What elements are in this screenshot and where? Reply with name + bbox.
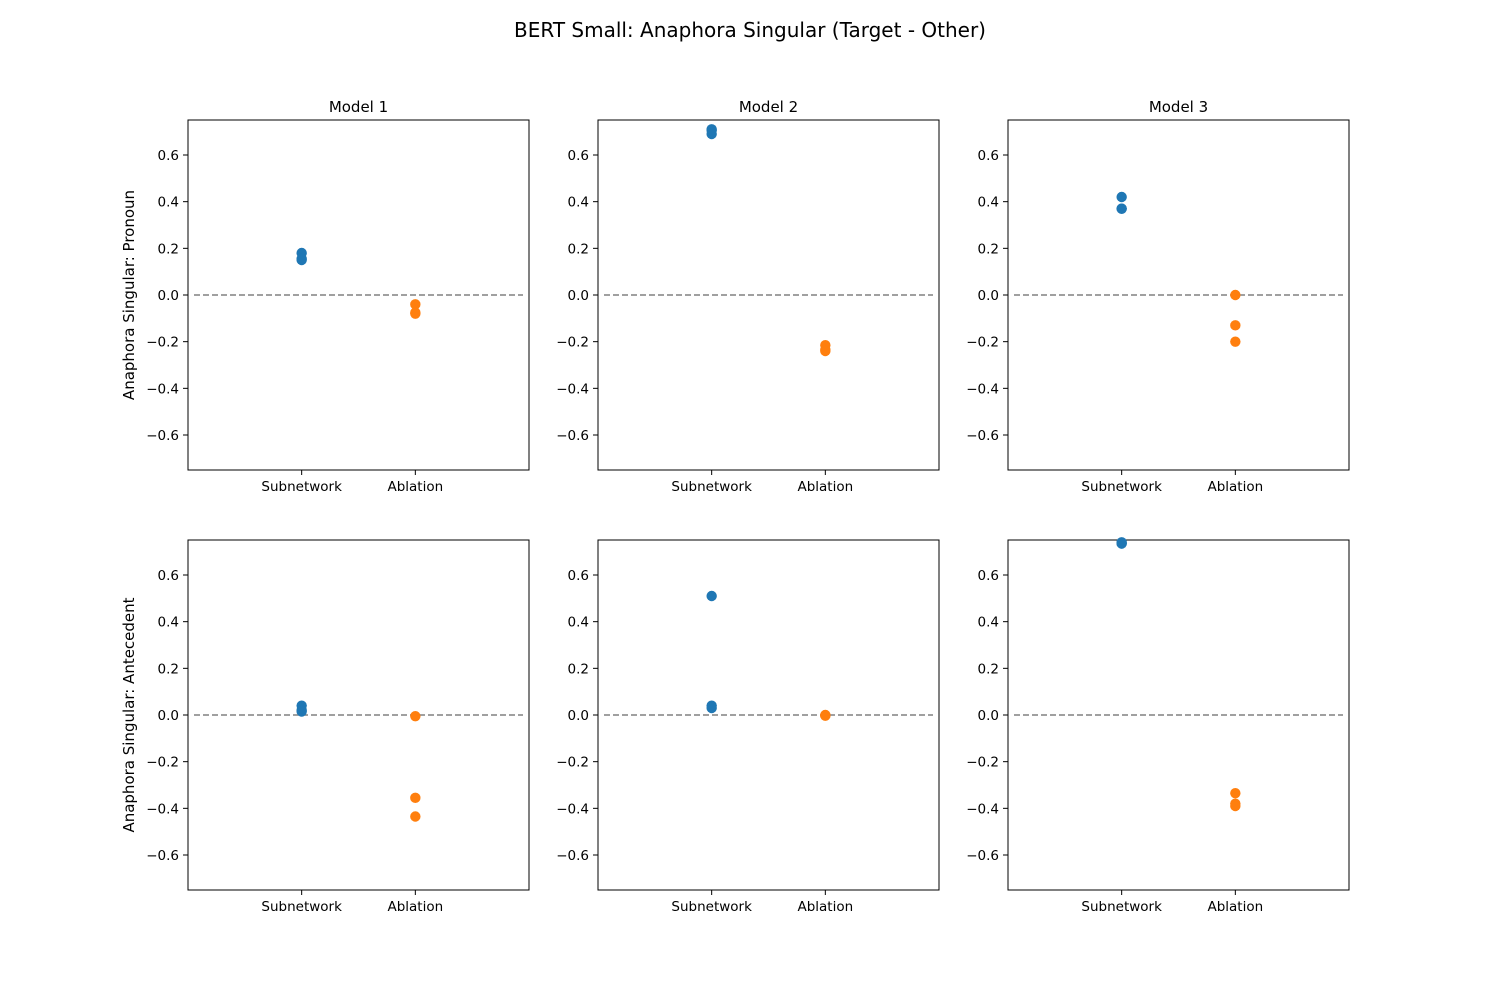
subnetwork-point [1116, 203, 1127, 214]
y-tick-label: 0.0 [158, 288, 179, 304]
subnetwork-point [296, 254, 307, 266]
panel-r1-c0: −0.6 −0.4 −0.2 0.0 0.2 0.4 0.6 Subnetwork Ablati… [120, 539, 530, 915]
panel-r0-c2: −0.6 −0.4 −0.2 0.0 0.2 0.4 0.6 Subnetwork Ablati… [966, 98, 1350, 495]
ablation-point [1230, 336, 1241, 347]
y-tick-label: −0.6 [146, 428, 179, 444]
subnetwork-point [706, 590, 717, 602]
y-tick-label: 0.4 [568, 195, 589, 211]
ablation-point [1230, 800, 1241, 812]
y-tick-label: 0.2 [978, 241, 999, 257]
x-tick-label: Ablation [1207, 479, 1263, 495]
y-tick-label: −0.6 [966, 428, 999, 444]
ablation-point [820, 345, 831, 357]
y-tick-label: 0.0 [978, 288, 999, 304]
y-tick-label: 0.6 [978, 148, 999, 164]
x-tick-label: Ablation [797, 479, 853, 495]
x-tick-label: Subnetwork [671, 899, 752, 915]
chart-title: BERT Small: Anaphora Singular (Target - … [514, 18, 986, 42]
column-title: Model 3 [1149, 98, 1208, 116]
y-tick-label: 0.6 [568, 568, 589, 584]
y-tick-label: 0.2 [568, 661, 589, 677]
y-tick-label: −0.2 [146, 335, 179, 351]
y-tick-label: −0.4 [966, 801, 999, 817]
y-tick-label: −0.2 [556, 335, 589, 351]
subnetwork-point [706, 702, 717, 714]
x-tick-label: Subnetwork [1081, 899, 1162, 915]
ablation-point [820, 710, 831, 721]
ablation-point [410, 710, 421, 722]
y-tick-label: 0.0 [568, 288, 589, 304]
y-tick-label: 0.6 [978, 568, 999, 584]
column-title: Model 2 [739, 98, 798, 116]
y-tick-label: 0.4 [568, 615, 589, 631]
y-tick-label: −0.2 [966, 335, 999, 351]
column-title: Model 1 [329, 98, 388, 116]
y-tick-label: −0.6 [556, 848, 589, 864]
y-tick-label: 0.6 [158, 148, 179, 164]
y-tick-label: 0.2 [978, 661, 999, 677]
y-tick-label: −0.6 [146, 848, 179, 864]
y-tick-label: −0.4 [966, 381, 999, 397]
ablation-point [1230, 787, 1241, 799]
y-axis-label: Anaphora Singular: Antecedent [120, 597, 138, 832]
panel-r0-c1: −0.6 −0.4 −0.2 0.0 0.2 0.4 0.6 Subnetwork Ablati… [556, 98, 940, 495]
panel-r0-c0: −0.6 −0.4 −0.2 0.0 0.2 0.4 0.6 Subnetwork Ablati… [120, 98, 530, 495]
y-tick-label: 0.2 [568, 241, 589, 257]
y-tick-label: −0.4 [556, 801, 589, 817]
ablation-point [410, 792, 421, 804]
y-tick-label: −0.4 [146, 381, 179, 397]
y-tick-label: 0.4 [158, 615, 179, 631]
ablation-point [410, 299, 421, 310]
y-tick-label: −0.4 [146, 801, 179, 817]
x-tick-label: Subnetwork [261, 899, 342, 915]
y-tick-label: 0.6 [568, 148, 589, 164]
y-tick-label: 0.6 [158, 568, 179, 584]
panels: −0.6 −0.4 −0.2 0.0 0.2 0.4 0.6 Subnetwork Ablati… [120, 98, 1350, 915]
y-tick-label: 0.0 [568, 708, 589, 724]
y-tick-label: −0.2 [966, 755, 999, 771]
panel-r1-c2: −0.6 −0.4 −0.2 0.0 0.2 0.4 0.6 Subnetwork Ablati… [966, 537, 1350, 915]
x-tick-label: Subnetwork [261, 479, 342, 495]
y-tick-label: 0.2 [158, 661, 179, 677]
y-tick-label: −0.2 [556, 755, 589, 771]
y-tick-label: 0.0 [158, 708, 179, 724]
x-tick-label: Subnetwork [671, 479, 752, 495]
y-tick-label: −0.6 [556, 428, 589, 444]
subnetwork-point [296, 706, 307, 717]
subnetwork-point [706, 128, 717, 140]
y-tick-label: 0.2 [158, 241, 179, 257]
ablation-point [1230, 320, 1241, 331]
ablation-point [410, 308, 421, 319]
y-axis-label: Anaphora Singular: Pronoun [120, 190, 138, 400]
x-tick-label: Ablation [797, 899, 853, 915]
x-tick-label: Ablation [387, 899, 443, 915]
y-tick-label: −0.4 [556, 381, 589, 397]
ablation-point [1230, 289, 1241, 301]
y-tick-label: −0.6 [966, 848, 999, 864]
y-tick-label: 0.4 [978, 195, 999, 211]
ablation-point [410, 811, 421, 822]
x-tick-label: Ablation [1207, 899, 1263, 915]
x-tick-label: Ablation [387, 479, 443, 495]
subnetwork-point [1116, 191, 1127, 203]
subnetwork-point [1116, 538, 1127, 549]
y-tick-label: 0.0 [978, 708, 999, 724]
y-tick-label: 0.4 [158, 195, 179, 211]
y-tick-label: −0.2 [146, 755, 179, 771]
y-tick-label: 0.4 [978, 615, 999, 631]
panel-r1-c1: −0.6 −0.4 −0.2 0.0 0.2 0.4 0.6 Subnetwork Ablati… [556, 539, 940, 915]
x-tick-label: Subnetwork [1081, 479, 1162, 495]
